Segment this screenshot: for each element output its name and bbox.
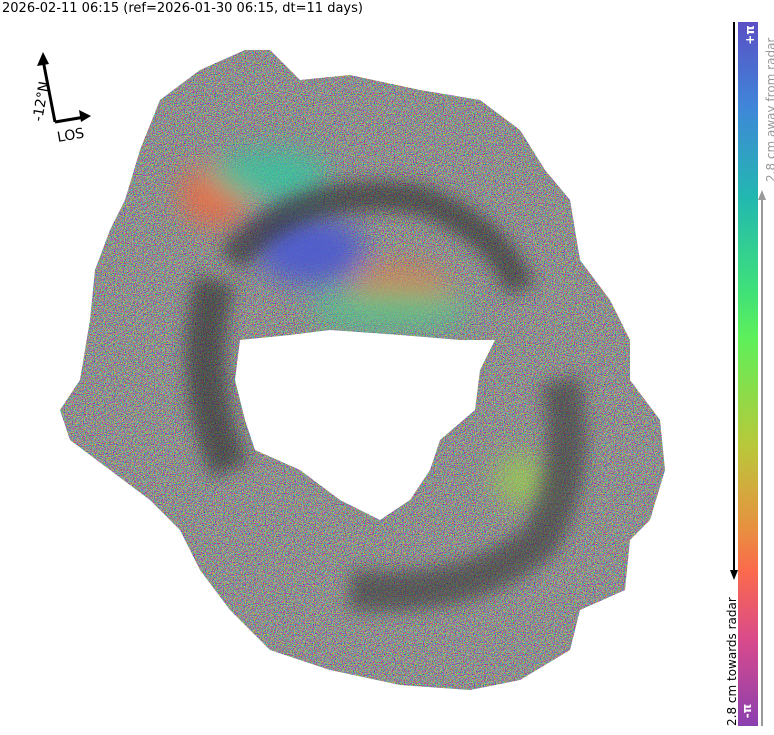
los-label: LOS (56, 125, 86, 146)
colorbar-top-label: +π (742, 25, 757, 45)
away-arrow-head (758, 190, 766, 200)
orientation-arrows (37, 52, 91, 124)
colorbar-gradient (738, 22, 758, 726)
los-arrow (54, 115, 86, 124)
colorbar-bottom-label: -π (740, 703, 755, 719)
towards-arrow-head (730, 570, 738, 580)
crater-hole (235, 330, 495, 520)
figure-title: 2026-02-11 06:15 (ref=2026-01-30 06:15, … (2, 1, 363, 16)
coherent-deformation-patches (180, 150, 545, 505)
north-label: -12°N (30, 80, 53, 123)
colorbar (730, 22, 766, 726)
crater-rim-shading (185, 181, 587, 612)
towards-radar-label: 2.8 cm towards radar (725, 597, 739, 726)
away-radar-label: 2.8 cm away from radar (764, 37, 774, 182)
volcano-phase-field (60, 50, 665, 690)
north-arrow (41, 59, 57, 123)
